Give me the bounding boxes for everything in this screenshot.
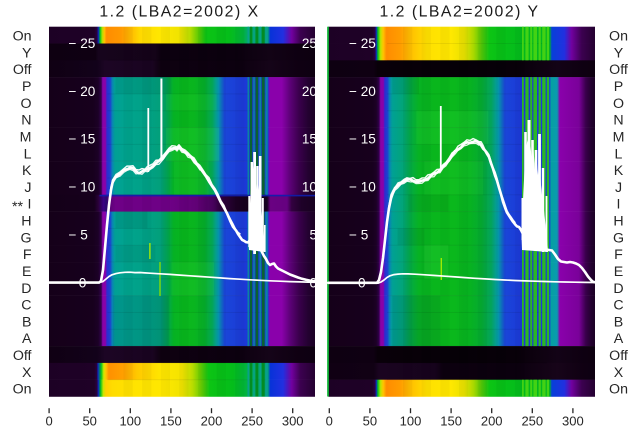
svg-text:− 25: − 25 [69,36,96,51]
svg-text:− 5: − 5 [69,228,88,243]
svg-text:A: A [614,331,624,347]
svg-text:20: 20 [302,84,318,99]
svg-text:A: A [22,331,32,347]
svg-text:G: G [613,230,624,246]
svg-text:1.2 (LBA2=2002) X: 1.2 (LBA2=2002) X [99,4,259,21]
svg-text:**: ** [12,199,24,215]
svg-text:E: E [22,264,31,280]
svg-text:300: 300 [562,414,584,429]
svg-text:Off: Off [609,348,628,364]
svg-text:L: L [24,146,32,162]
svg-text:0: 0 [45,414,52,429]
svg-text:E: E [614,264,623,280]
svg-text:M: M [613,130,625,146]
svg-text:− 15: − 15 [349,132,376,147]
svg-text:10: 10 [302,180,318,195]
svg-text:O: O [20,96,31,112]
svg-text:P: P [614,79,623,95]
svg-text:H: H [21,214,31,230]
svg-text:On: On [609,382,628,398]
svg-text:0: 0 [79,275,87,290]
svg-text:5: 5 [309,228,317,243]
svg-text:0: 0 [326,414,333,429]
svg-text:Off: Off [13,62,32,78]
svg-text:200: 200 [481,414,503,429]
svg-text:J: J [24,180,31,196]
svg-text:− 25: − 25 [349,36,376,51]
svg-text:L: L [615,146,623,162]
svg-text:X: X [22,365,32,381]
svg-text:150: 150 [160,414,182,429]
svg-text:K: K [614,163,624,179]
svg-text:− 20: − 20 [69,84,96,99]
svg-text:G: G [20,230,31,246]
svg-text:Off: Off [609,62,628,78]
svg-text:O: O [613,96,624,112]
svg-text:D: D [613,281,623,297]
svg-text:B: B [614,314,623,330]
svg-text:100: 100 [119,414,141,429]
svg-text:P: P [22,79,31,95]
svg-text:150: 150 [440,414,462,429]
svg-text:B: B [22,314,31,330]
svg-text:250: 250 [241,414,263,429]
svg-text:K: K [22,163,32,179]
svg-text:300: 300 [282,414,304,429]
svg-text:− 5: − 5 [349,228,368,243]
svg-text:I: I [617,197,621,213]
svg-text:250: 250 [521,414,543,429]
svg-text:N: N [21,113,31,129]
svg-text:− 20: − 20 [349,84,376,99]
svg-text:− 10: − 10 [349,180,376,195]
svg-text:− 15: − 15 [69,132,96,147]
svg-text:I: I [28,197,32,213]
svg-text:0: 0 [309,275,317,290]
svg-text:1.2 (LBA2=2002) Y: 1.2 (LBA2=2002) Y [379,4,539,21]
svg-text:J: J [615,180,622,196]
svg-text:D: D [21,281,31,297]
svg-text:50: 50 [82,414,96,429]
svg-text:50: 50 [363,414,377,429]
svg-text:25: 25 [302,36,317,51]
svg-text:N: N [613,113,623,129]
svg-text:15: 15 [302,132,317,147]
svg-text:F: F [23,247,32,263]
svg-text:Y: Y [22,45,32,61]
svg-text:On: On [609,29,628,45]
svg-text:− 10: − 10 [69,180,96,195]
svg-text:M: M [20,130,32,146]
svg-text:100: 100 [400,414,422,429]
svg-text:On: On [13,29,32,45]
svg-text:Y: Y [614,45,624,61]
svg-text:200: 200 [201,414,223,429]
svg-text:X: X [614,365,624,381]
svg-text:On: On [13,382,32,398]
svg-text:F: F [614,247,623,263]
svg-text:H: H [613,214,623,230]
svg-text:0: 0 [358,275,366,290]
svg-text:Off: Off [13,348,32,364]
svg-text:C: C [613,298,623,314]
svg-text:C: C [21,298,31,314]
